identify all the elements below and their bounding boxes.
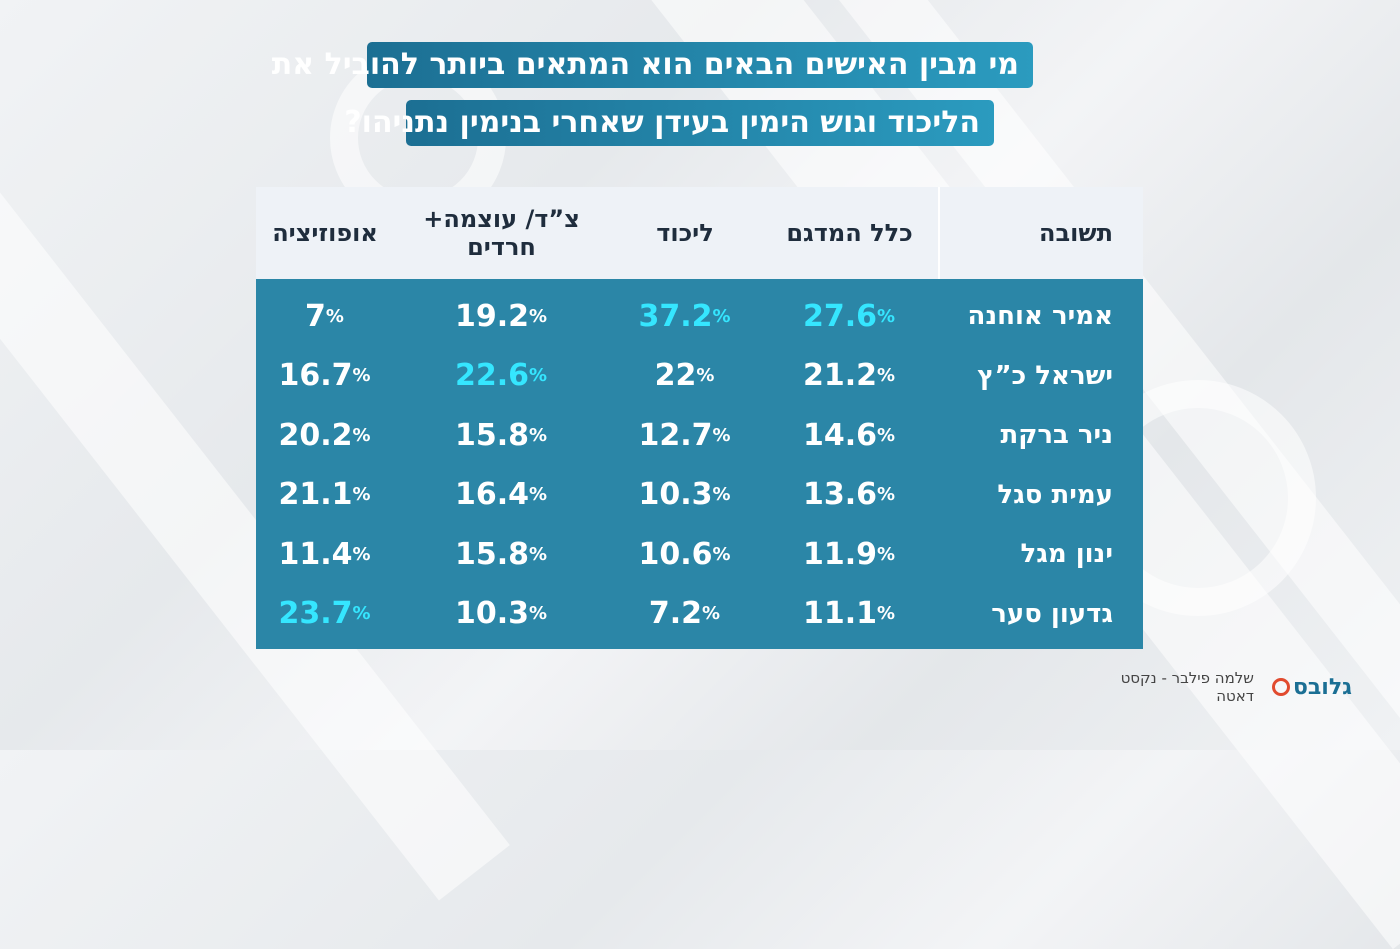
- value-unit: %: [876, 365, 896, 386]
- value-number: 15.8: [454, 536, 529, 572]
- value-number: 22.6: [454, 358, 529, 393]
- column-coalition-partners: [392, 279, 609, 649]
- header-coalition-partners: צ”ד/ עוצמה+ חרדים: [392, 187, 609, 279]
- value-unit: %: [876, 305, 896, 327]
- value-unit: %: [352, 424, 371, 446]
- value-number: 12.7: [638, 417, 713, 453]
- footer: גלובס שלמה פילבר - נקסט דאטה: [1082, 669, 1352, 705]
- title-line-2: הליכוד וגוש הימין בעידן שאחרי בנימין נתנ…: [344, 100, 994, 146]
- value-unit: %: [528, 365, 548, 386]
- value-unit: %: [712, 424, 731, 446]
- value-number: 10.6: [638, 536, 713, 572]
- value-cell: 10.3%: [609, 466, 761, 524]
- value-unit: %: [528, 484, 548, 505]
- value-number: 10.3: [454, 596, 529, 631]
- value-cell: 19.2%: [394, 287, 609, 345]
- results-table: תשובה כלל המדגם ליכוד צ”ד/ עוצמה+ חרדים …: [256, 187, 1143, 649]
- value-unit: %: [352, 603, 371, 624]
- value-unit: %: [712, 305, 731, 327]
- value-unit: %: [712, 484, 731, 505]
- column-all-sample: [759, 279, 938, 649]
- header-coalition-line-1: צ”ד/ עוצמה+: [423, 205, 580, 233]
- value-cell: 37.2%: [609, 287, 761, 345]
- value-unit: %: [528, 543, 548, 565]
- value-cell: 10.6%: [609, 525, 761, 583]
- value-cell: 7%: [256, 287, 394, 345]
- title-line-1: מי מבין האישים הבאים הוא המתאים ביותר לה…: [272, 42, 1033, 88]
- row-label: ישראל כ”ץ: [977, 360, 1113, 391]
- column-answer: [936, 279, 1143, 649]
- brand-logo: גלובס: [1271, 674, 1352, 700]
- source-credit: שלמה פילבר - נקסט דאטה: [1120, 669, 1254, 705]
- header-opposition: אופוזיציה: [256, 187, 394, 279]
- header-coalition-line-2: חרדים: [467, 233, 536, 261]
- value-cell: 11.4%: [256, 525, 394, 583]
- value-cell: 11.9%: [761, 525, 938, 583]
- value-cell: 16.4%: [394, 466, 609, 524]
- value-unit: %: [712, 543, 731, 565]
- value-cell: 22.6%: [394, 347, 609, 405]
- value-cell: 10.3%: [394, 585, 609, 643]
- value-number: 37.2: [638, 298, 713, 334]
- row-label: אמיר אוחנה: [967, 301, 1113, 331]
- value-number: 7: [305, 298, 326, 334]
- header-likud: ליכוד: [607, 187, 761, 279]
- value-number: 21.1: [278, 477, 353, 512]
- value-unit: %: [352, 484, 371, 505]
- value-cell: 13.6%: [761, 466, 938, 524]
- value-number: 15.8: [454, 417, 529, 453]
- value-number: 20.2: [278, 417, 353, 453]
- value-number: 16.7: [278, 358, 353, 393]
- value-cell: 15.8%: [394, 406, 609, 464]
- value-cell: 11.1%: [761, 585, 938, 643]
- value-cell: 21.2%: [761, 347, 938, 405]
- value-number: 27.6: [802, 298, 877, 334]
- value-number: 11.1: [802, 596, 877, 631]
- value-number: 22: [654, 358, 697, 393]
- value-unit: %: [528, 424, 548, 446]
- value-number: 19.2: [454, 298, 529, 334]
- value-cell: 21.1%: [256, 466, 394, 524]
- header-answer: תשובה: [938, 187, 1143, 279]
- value-cell: 27.6%: [761, 287, 938, 345]
- value-cell: 16.7%: [256, 347, 394, 405]
- value-cell: 15.8%: [394, 525, 609, 583]
- value-number: 11.9: [802, 536, 877, 572]
- value-unit: %: [876, 603, 896, 624]
- value-number: 10.3: [638, 477, 713, 512]
- value-cell: 22%: [609, 347, 761, 405]
- value-cell: 7.2%: [609, 585, 761, 643]
- value-number: 7.2: [648, 596, 703, 631]
- value-unit: %: [702, 603, 721, 624]
- brand-logo-dot-icon: [1271, 678, 1290, 696]
- value-number: 14.6: [802, 417, 877, 453]
- value-number: 23.7: [278, 596, 353, 631]
- value-number: 11.4: [278, 536, 353, 572]
- value-unit: %: [876, 543, 896, 565]
- brand-logo-text: גלובס: [1292, 674, 1352, 700]
- value-cell: 23.7%: [256, 585, 394, 643]
- value-cell: 14.6%: [761, 406, 938, 464]
- value-unit: %: [528, 305, 548, 327]
- value-number: 13.6: [802, 477, 877, 512]
- value-unit: %: [325, 305, 344, 327]
- column-opposition: [256, 279, 394, 649]
- value-cell: 12.7%: [609, 406, 761, 464]
- header-all-sample: כלל המדגם: [759, 187, 938, 279]
- value-unit: %: [696, 365, 715, 386]
- row-label: עמית סגל: [997, 479, 1113, 510]
- value-unit: %: [352, 365, 371, 386]
- value-cell: 20.2%: [256, 406, 394, 464]
- value-unit: %: [876, 424, 896, 446]
- row-label: ינון מגל: [1020, 539, 1114, 569]
- value-unit: %: [352, 543, 371, 565]
- value-unit: %: [528, 603, 548, 624]
- row-label: ניר ברקת: [1000, 420, 1113, 450]
- value-number: 21.2: [802, 358, 877, 393]
- row-label: גדעון סער: [991, 598, 1113, 629]
- value-number: 16.4: [454, 477, 529, 512]
- value-unit: %: [876, 484, 896, 505]
